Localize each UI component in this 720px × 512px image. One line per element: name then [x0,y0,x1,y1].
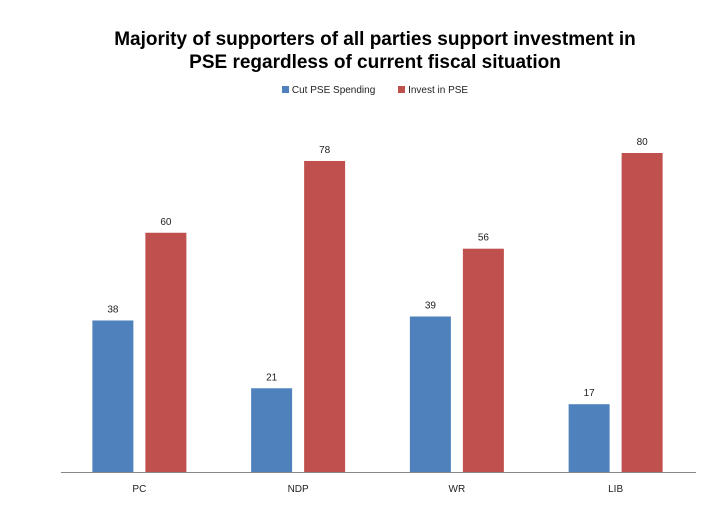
data-label-lib-invest: 80 [637,137,649,148]
bar-ndp-cut [251,388,293,472]
data-label-wr-invest: 56 [478,233,490,244]
x-tick-label-ndp: NDP [288,484,309,495]
legend: Cut PSE Spending Invest in PSE [0,85,720,96]
data-label-pc-invest: 60 [160,217,172,228]
bar-lib-cut [568,404,610,472]
x-tick-label-lib: LIB [608,484,623,495]
bar-wr-cut [409,316,451,472]
data-label-wr-cut: 39 [425,300,437,311]
bar-wr-invest [462,248,504,472]
chart-title: Majority of supporters of all parties su… [0,28,720,74]
bar-pc-invest [145,232,187,472]
legend-label-cut: Cut PSE Spending [291,85,376,96]
legend-item-cut: Cut PSE Spending [281,85,376,96]
data-label-ndp-invest: 78 [319,145,331,156]
title-line-2: PSE regardless of current fiscal situati… [189,52,561,73]
data-label-pc-cut: 38 [107,304,119,315]
data-label-ndp-cut: 21 [266,372,278,383]
x-tick-label-pc: PC [132,484,146,495]
data-label-lib-cut: 17 [584,388,596,399]
legend-swatch-invest [398,86,406,93]
legend-swatch-cut [281,86,289,93]
x-tick-label-wr: WR [449,484,466,495]
legend-label-invest: Invest in PSE [408,85,469,96]
bar-lib-invest [621,153,663,472]
title-line-1: Majority of supporters of all parties su… [114,29,636,50]
bar-pc-cut [92,320,134,472]
legend-item-invest: Invest in PSE [398,85,468,96]
bar-ndp-invest [304,160,346,472]
